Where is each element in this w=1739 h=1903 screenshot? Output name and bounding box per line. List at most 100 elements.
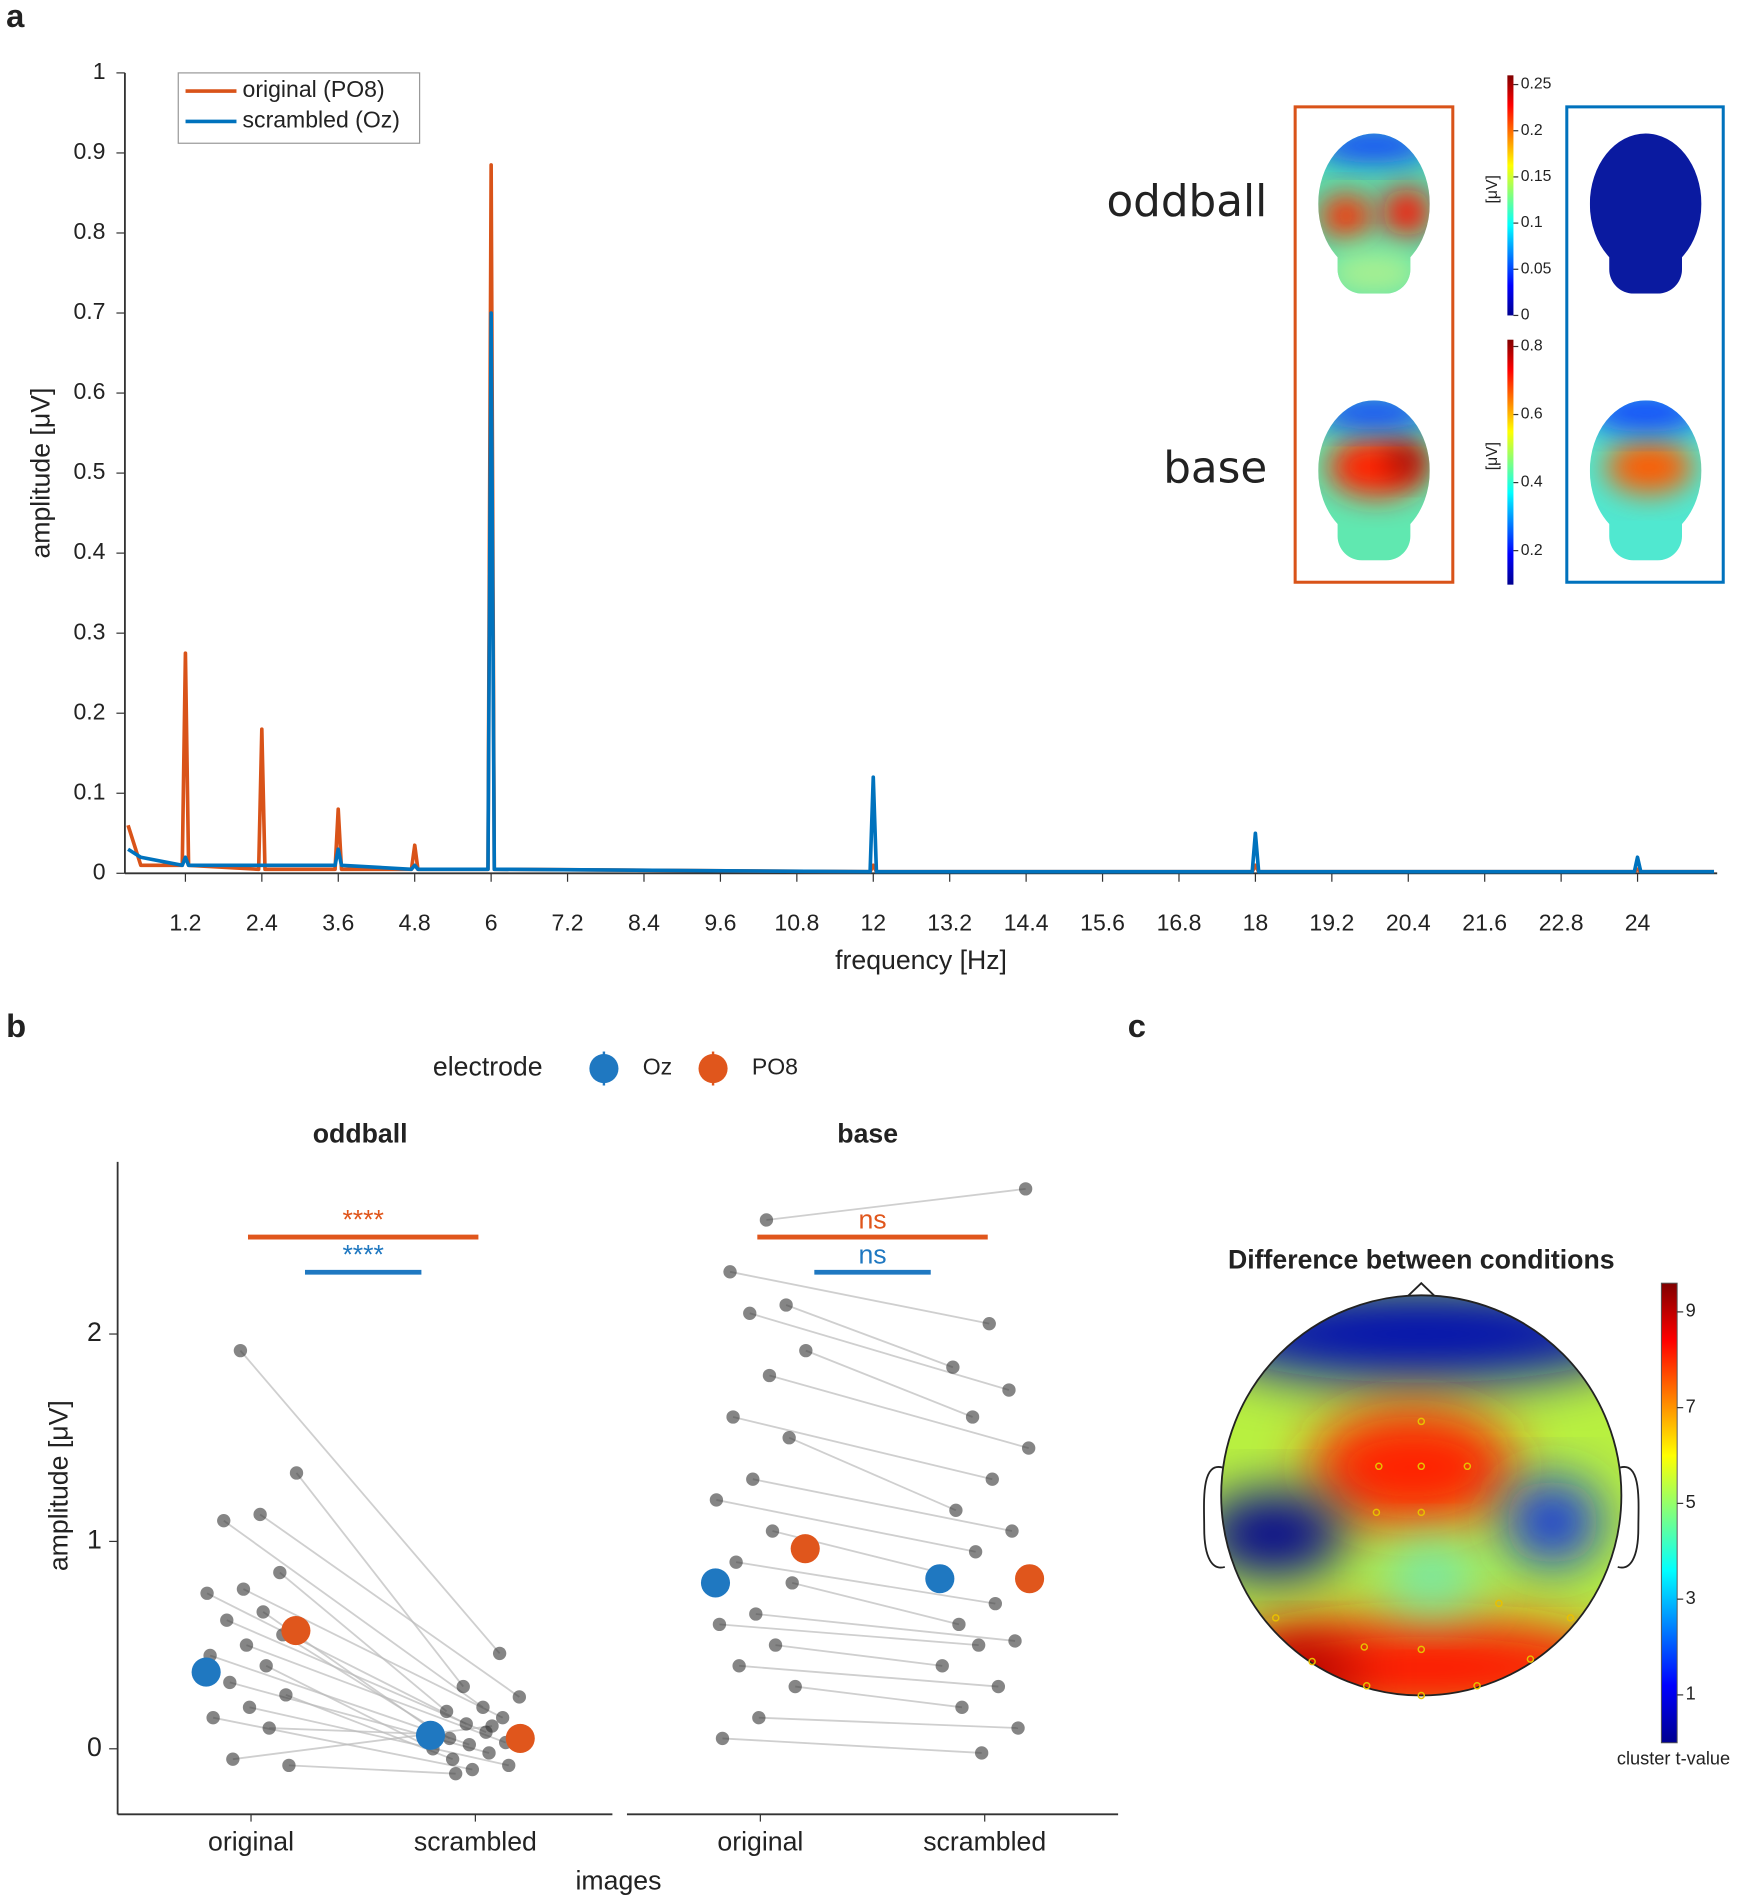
subject-point (236, 1582, 251, 1596)
mean-marker (1015, 1564, 1045, 1594)
subject-link (758, 1716, 1019, 1729)
subject-point (952, 1617, 966, 1632)
colorbar (1507, 75, 1514, 316)
y-label: amplitude [μV] (44, 1400, 74, 1571)
legend-label: scrambled (Oz) (243, 107, 400, 133)
subject-link (788, 1436, 957, 1512)
colorbar-tick-label: 0.6 (1521, 406, 1543, 423)
head-map (1318, 133, 1430, 294)
subject-link (243, 1588, 504, 1719)
ear (1203, 1466, 1226, 1569)
subject-point (985, 1472, 999, 1486)
subject-link (739, 1664, 999, 1688)
legend-title: electrode (433, 1052, 543, 1082)
legend-box (177, 72, 421, 144)
subject-point (448, 1767, 463, 1781)
significance-label: ns (858, 1240, 886, 1270)
subject-point (1008, 1634, 1022, 1648)
legend-marker (589, 1053, 619, 1084)
subject-point (226, 1752, 240, 1766)
x-tick-label: 3.6 (322, 909, 354, 935)
colorbar-tick-label: 0.2 (1521, 122, 1543, 139)
chart-title: Difference between conditions (1228, 1244, 1615, 1274)
subject-point (935, 1659, 949, 1673)
x-tick-label: 24 (1625, 909, 1651, 935)
head-outline (1220, 1294, 1623, 1697)
x-tick-label: original (717, 1826, 803, 1856)
subject-point (223, 1675, 237, 1690)
panel-label: a (6, 0, 25, 34)
y-tick-label: 0 (87, 1732, 102, 1762)
subject-point (233, 1343, 248, 1358)
x-tick-label: scrambled (414, 1826, 537, 1856)
head-map (1589, 400, 1702, 561)
legend-label: PO8 (752, 1054, 798, 1080)
head-map (1589, 133, 1702, 294)
subject-link (752, 1478, 1013, 1532)
subject-link (722, 1737, 982, 1754)
subject-link (212, 1716, 473, 1771)
mean-marker (925, 1564, 955, 1594)
subject-point (206, 1711, 220, 1725)
subject-point (715, 1731, 730, 1746)
spectrum-line (127, 311, 1715, 874)
subject-link (766, 1187, 1026, 1221)
colorbar (1660, 1282, 1678, 1744)
colorbar-tick-label: 0 (1521, 307, 1530, 324)
x-tick-label: 16.8 (1157, 909, 1202, 935)
x-tick-label: 12 (860, 909, 886, 935)
subject-point (282, 1758, 296, 1773)
subject-point (492, 1646, 507, 1661)
subject-link (282, 1633, 451, 1740)
subject-point (242, 1700, 257, 1714)
y-tick-label: 0.6 (73, 378, 105, 404)
subject-point (991, 1679, 1006, 1694)
subject-point (1005, 1524, 1019, 1538)
x-tick-label: 14.4 (1004, 909, 1049, 935)
subject-link (249, 1706, 509, 1767)
subject-point (259, 1659, 273, 1673)
subject-point (749, 1607, 763, 1621)
subject-point (502, 1758, 516, 1773)
subject-point (759, 1213, 774, 1227)
x-tick-label: 8.4 (628, 909, 660, 935)
subject-point (729, 1555, 743, 1569)
colorbar-tick-label: 3 (1686, 1588, 1696, 1608)
subject-link (735, 1561, 996, 1605)
y-tick-label: 0.4 (73, 538, 105, 564)
subject-point (495, 1711, 510, 1725)
x-tick-label: 2.4 (246, 909, 278, 935)
subject-point (971, 1638, 986, 1652)
subject-point (289, 1466, 304, 1480)
subject-point (217, 1514, 231, 1528)
subject-point (253, 1507, 267, 1522)
subject-link (239, 1350, 501, 1654)
subject-link (279, 1571, 448, 1713)
y-tick-label: 2 (87, 1317, 102, 1347)
subject-point (1002, 1383, 1016, 1397)
significance-label: **** (342, 1204, 384, 1234)
subject-link (716, 1499, 976, 1553)
mean-marker (505, 1723, 535, 1753)
subject-link (769, 1374, 1029, 1449)
subject-point (239, 1638, 254, 1652)
subject-point (456, 1679, 470, 1694)
facet-title: oddball (313, 1118, 408, 1148)
x-tick-label: 13.2 (927, 909, 972, 935)
ear (1617, 1466, 1640, 1569)
subject-point (946, 1360, 960, 1374)
x-tick-label: original (208, 1826, 294, 1856)
colorbar-label: [μV] (1484, 442, 1501, 470)
subject-link (259, 1513, 520, 1698)
x-tick-label: 21.6 (1462, 909, 1507, 935)
subject-link (206, 1592, 467, 1725)
colorbar-tick-label: 0.2 (1521, 542, 1543, 559)
subject-link (805, 1349, 973, 1418)
subject-point (782, 1431, 796, 1445)
subject-point (746, 1472, 760, 1486)
x-tick-label: 10.8 (774, 909, 819, 935)
subject-link (775, 1644, 943, 1667)
y-tick-label: 0.9 (73, 138, 105, 164)
subject-point (785, 1576, 799, 1590)
y-tick-label: 0.7 (73, 298, 105, 324)
